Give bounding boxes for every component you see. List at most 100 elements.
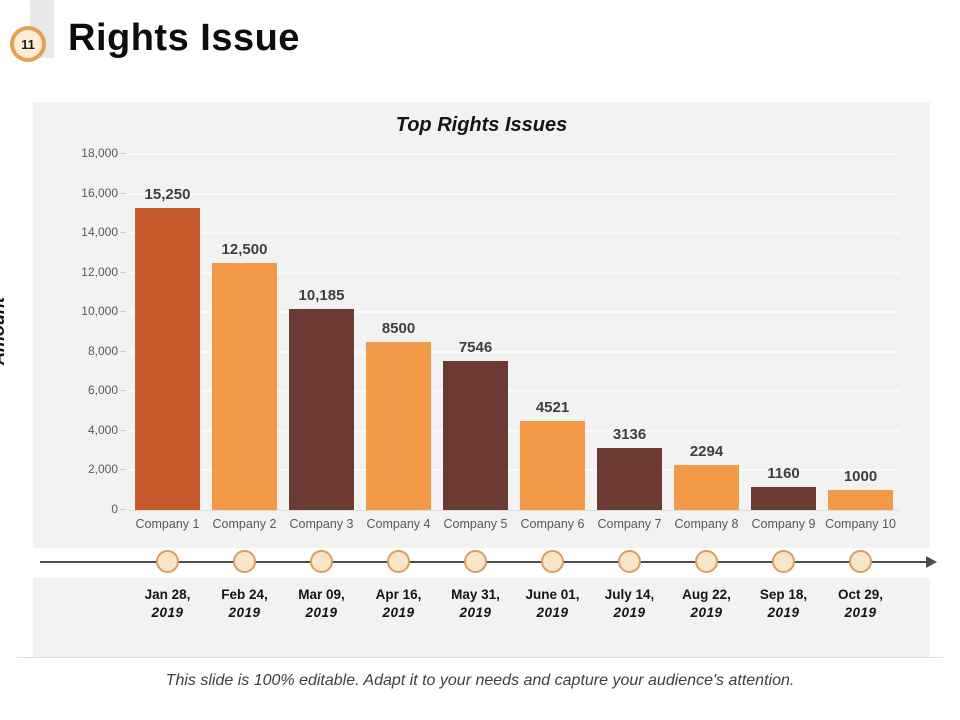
timeline-date: Mar 09, 2019: [283, 586, 360, 622]
timeline-band: [33, 578, 930, 657]
timeline-date-year: 2019: [767, 605, 800, 621]
bar-column: 2294 Company 8: [668, 154, 745, 531]
x-axis-category-label: Company 6: [520, 517, 585, 531]
timeline-date: July 14, 2019: [591, 586, 668, 622]
x-axis-category-label: Company 1: [135, 517, 200, 531]
bar-value-label: 1000: [843, 468, 878, 486]
timeline-date-year: 2019: [613, 605, 646, 621]
timeline-date: Sep 18, 2019: [745, 586, 822, 622]
bar: [289, 308, 354, 510]
bar-chart: Top Rights Issues Amount 0 2,000 4,000 6,00…: [0, 102, 930, 548]
gridline: [129, 232, 899, 235]
bar: [828, 490, 893, 510]
y-axis-tick-label: 18,000: [81, 146, 118, 160]
timeline-date-day: Feb 24,: [221, 587, 268, 602]
bar: [597, 447, 662, 510]
timeline-milestone-dot: [618, 550, 641, 573]
timeline-date-year: 2019: [536, 605, 569, 621]
x-axis-category-label: Company 8: [674, 517, 739, 531]
bar: [212, 262, 277, 510]
y-axis-tick-label: 12,000: [81, 264, 118, 279]
gridline: [129, 350, 899, 353]
gridline: [129, 469, 899, 472]
timeline-date-day: June 01,: [525, 587, 580, 602]
x-axis-category-label: Company 10: [825, 517, 896, 531]
timeline-date-day: Sep 18,: [759, 587, 808, 602]
timeline-milestone-dot: [772, 550, 795, 573]
y-axis-tick: [120, 469, 126, 471]
gridline: [129, 153, 899, 155]
x-axis-category-label: Company 4: [366, 517, 431, 531]
bar-value-label: 1160: [767, 465, 800, 483]
gridline: [129, 390, 899, 393]
bar-value-label: 10,185: [298, 286, 345, 304]
bar: [135, 208, 200, 510]
bar: [443, 360, 508, 510]
y-axis-tick-label: 6,000: [87, 383, 118, 398]
timeline-date-year: 2019: [151, 605, 184, 621]
y-axis-tick-label: 16,000: [81, 185, 118, 200]
timeline-milestone-dot: [464, 550, 487, 573]
bar: [751, 487, 816, 510]
y-axis-tick: [120, 350, 126, 352]
bar-column: 1000 Company 10: [822, 154, 899, 531]
timeline-milestone-dot: [541, 550, 564, 573]
timeline-date-day: Apr 16,: [375, 587, 422, 602]
bar-value-label: 4521: [535, 398, 570, 416]
timeline-milestone-dot: [156, 550, 179, 573]
gridline: [129, 271, 899, 274]
bar-column: 1160 Company 9: [745, 154, 822, 531]
bar-column: 15,250 Company 1: [129, 154, 206, 531]
timeline-date: June 01, 2019: [514, 586, 591, 622]
bar-value-label: 7546: [458, 338, 493, 356]
y-axis-tick: [120, 509, 126, 510]
timeline-arrow-icon: [926, 556, 937, 568]
footer-divider: [17, 657, 943, 658]
timeline-date: May 31, 2019: [437, 586, 514, 622]
x-axis-line: [129, 510, 899, 511]
slide-number: 11: [21, 36, 35, 52]
timeline-date: Apr 16, 2019: [360, 586, 437, 622]
timeline-milestone-dot: [849, 550, 872, 573]
bar-value-label: 2294: [689, 442, 724, 460]
x-axis-category-label: Company 7: [597, 517, 662, 531]
x-axis-category-label: Company 3: [289, 517, 354, 531]
y-axis-tick: [120, 429, 126, 431]
page-title: Rights Issue: [68, 17, 300, 59]
x-axis-category-label: Company 2: [212, 517, 277, 531]
y-axis-tick-label: 4,000: [87, 422, 118, 437]
y-axis-tick: [120, 271, 126, 273]
timeline-date: Aug 22, 2019: [668, 586, 745, 622]
y-axis-tick-label: 14,000: [81, 225, 118, 240]
bar-column: 12,500 Company 2: [206, 154, 283, 531]
bar-column: 8500 Company 4: [360, 154, 437, 531]
x-axis-category-label: Company 5: [443, 517, 508, 531]
y-axis-tick: [120, 311, 126, 313]
y-axis-tick: [120, 192, 126, 194]
footer-note: This slide is 100% editable. Adapt it to…: [165, 672, 795, 689]
y-axis-tick: [120, 390, 126, 392]
bar-value-label: 15,250: [144, 186, 191, 204]
y-axis-tick-label: 10,000: [81, 304, 118, 319]
timeline-date-day: Mar 09,: [298, 587, 345, 602]
timeline-milestone-dot: [695, 550, 718, 573]
timeline-date-year: 2019: [459, 605, 492, 621]
plot-area: 0 2,000 4,000 6,000 8,000 10,000 12,000 14,000 1…: [81, 146, 899, 531]
bar: [674, 464, 739, 510]
gridline: [129, 311, 899, 314]
bar-column: 7546 Company 5: [437, 154, 514, 531]
timeline-date-day: May 31,: [451, 587, 500, 602]
timeline-date-year: 2019: [690, 605, 723, 621]
timeline-milestone-dot: [310, 550, 333, 573]
timeline-date-day: Oct 29,: [837, 587, 884, 602]
gridline: [129, 429, 899, 432]
y-axis-tick-label: 0: [111, 502, 118, 516]
y-axis-tick: [120, 232, 126, 234]
chart-title: Top Rights Issues: [395, 114, 568, 136]
y-axis-tick-label: 8,000: [87, 343, 118, 358]
y-axis-tick: [120, 153, 126, 154]
timeline-date-year: 2019: [228, 605, 261, 621]
bar-column: 3136 Company 7: [591, 154, 668, 531]
y-axis-tick-label: 2,000: [87, 462, 118, 477]
